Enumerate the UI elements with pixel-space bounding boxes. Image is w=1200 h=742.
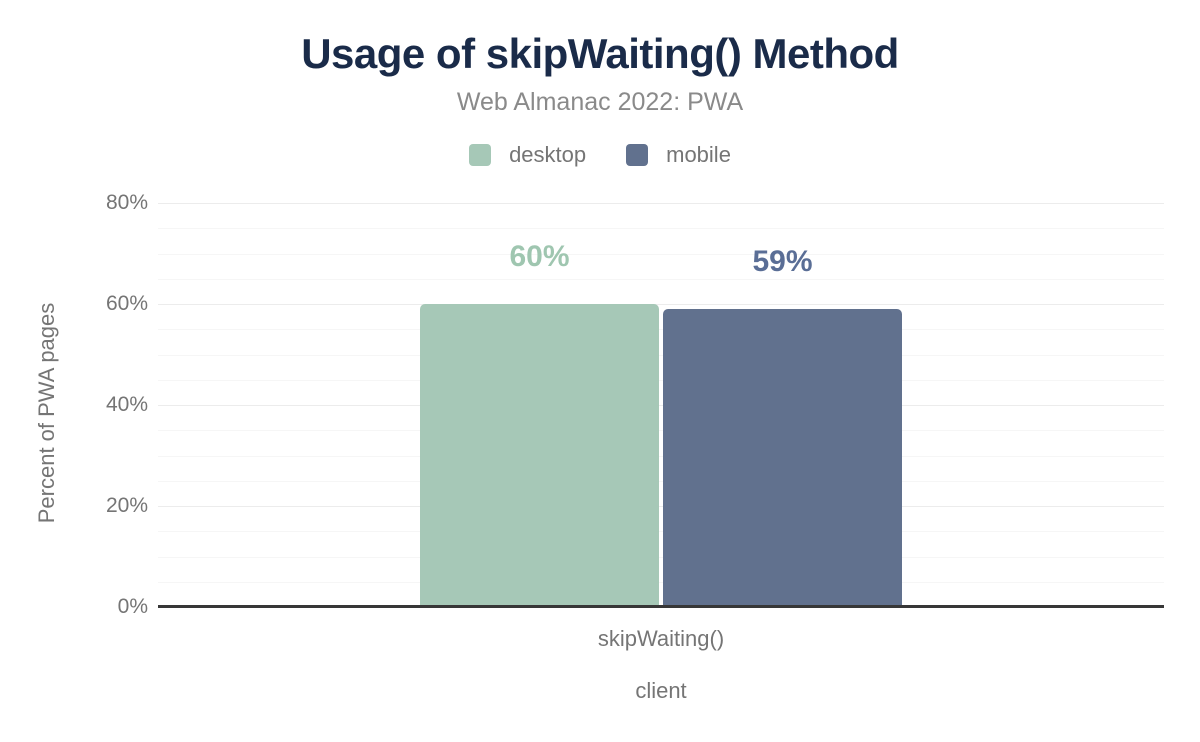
y-tick-label-80: 80% [105,191,148,214]
minor-gridline-25 [158,480,1164,482]
x-axis-title: client [635,678,687,703]
chart-subtitle: Web Almanac 2022: PWA [456,88,744,116]
minor-gridline-35 [158,430,1164,432]
minor-gridline-55 [158,329,1164,331]
legend-swatch-desktop [469,144,492,166]
minor-gridline-10 [158,556,1164,558]
legend-label-mobile: mobile [666,142,731,167]
y-axis-title: Percent of PWA pages [34,302,59,524]
bar-desktop[interactable] [420,304,659,607]
y-tick-label-40: 40% [105,393,148,416]
minor-gridline-50 [158,354,1164,356]
x-category-label: skipWaiting() [597,626,725,651]
minor-gridline-5 [158,581,1164,583]
value-label-desktop: 60% [509,240,570,273]
chart-title: Usage of skipWaiting() Method [301,30,899,77]
legend-item-mobile[interactable]: mobile [626,142,731,168]
legend-swatch-mobile [626,144,649,166]
y-tick-label-0: 0% [117,595,148,618]
bar-mobile[interactable] [663,309,902,607]
plot-area: 60% 59% [158,203,1164,608]
legend: desktop mobile [0,142,1200,168]
minor-gridline-15 [158,531,1164,533]
x-axis-baseline [158,605,1164,608]
minor-gridline-45 [158,379,1164,381]
major-gridline-20 [158,506,1164,507]
legend-label-desktop: desktop [509,142,587,167]
y-tick-label-20: 20% [105,494,148,517]
legend-item-desktop[interactable]: desktop [469,142,586,168]
minor-gridline-70 [158,253,1164,255]
major-gridline-80 [158,203,1164,204]
minor-gridline-75 [158,228,1164,230]
minor-gridline-65 [158,278,1164,280]
y-tick-label-60: 60% [105,292,148,315]
major-gridline-40 [158,405,1164,406]
minor-gridline-30 [158,455,1164,457]
major-gridline-60 [158,304,1164,305]
value-label-mobile: 59% [752,245,813,278]
